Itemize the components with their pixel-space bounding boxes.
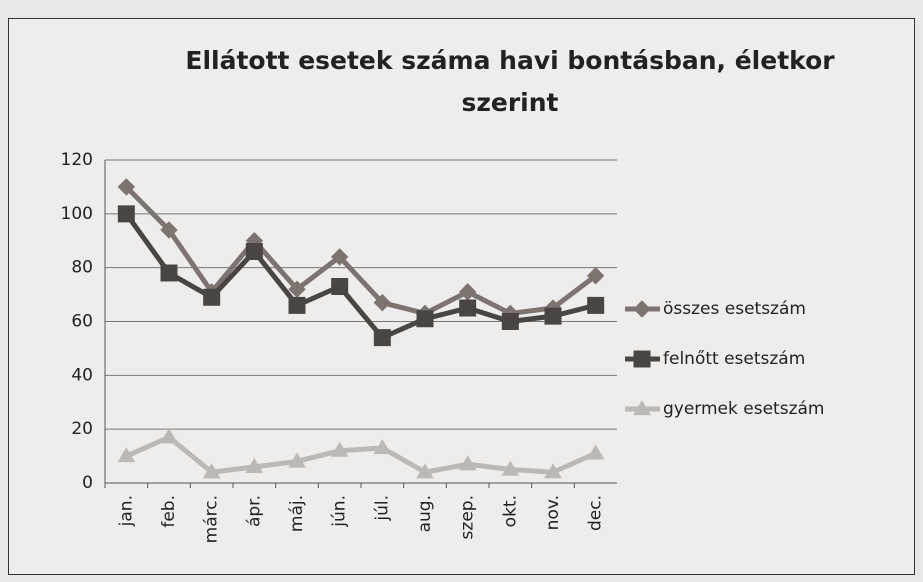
series-line [124,185,598,316]
legend-marker [633,400,651,416]
x-tick-label: márc. [202,495,222,543]
y-tick-label: 60 [71,312,93,332]
data-point [331,278,349,296]
data-point [330,441,349,457]
data-point [501,460,520,476]
x-tick-label: ápr. [244,495,264,527]
legend-label: összes esetszám [663,299,806,319]
x-tick-label: jan. [116,495,136,527]
series-line [125,434,597,475]
y-tick-label: 40 [71,365,93,385]
data-point [586,267,605,285]
x-tick-label: feb. [159,495,179,528]
data-point [117,178,136,196]
y-tick-label: 100 [61,204,93,224]
x-tick-label: nov. [543,495,563,530]
data-point [544,307,562,325]
data-point [373,293,392,312]
x-tick-label: dec. [586,495,606,531]
x-tick-label: jún. [330,495,350,528]
x-tick-label: szep. [458,495,478,539]
data-point [160,264,178,282]
data-point [202,463,221,479]
y-tick-label: 20 [71,419,93,439]
data-point [160,221,178,239]
data-point [160,428,178,444]
chart-title: Ellátott esetek száma havi bontásban, él… [185,46,835,117]
data-point [245,457,264,473]
data-point [330,248,349,266]
data-point [373,329,391,347]
series-line [124,212,597,341]
data-point [501,313,519,330]
data-point [587,296,605,314]
data-point [245,243,263,261]
data-point [586,444,605,460]
x-tick-label: máj. [287,495,307,532]
data-point [117,205,135,223]
x-tick-label: aug. [415,495,435,532]
data-point [416,463,434,479]
data-point [544,463,562,479]
y-tick-label: 120 [61,150,93,170]
legend-label: felnőtt esetszám [663,349,805,369]
data-point [373,439,392,455]
data-point [459,299,477,317]
data-point [203,288,221,306]
legend-marker [633,350,651,368]
data-point [458,455,477,471]
legend-marker [633,300,651,318]
data-point [416,310,434,328]
y-tick-label: 80 [71,258,93,278]
legend-label: gyermek esetszám [663,399,824,419]
x-tick-label: okt. [500,495,520,527]
y-tick-label: 0 [82,473,93,493]
data-point [288,452,306,468]
data-point [288,296,306,314]
data-point [117,447,136,463]
x-tick-label: júl. [372,495,392,522]
